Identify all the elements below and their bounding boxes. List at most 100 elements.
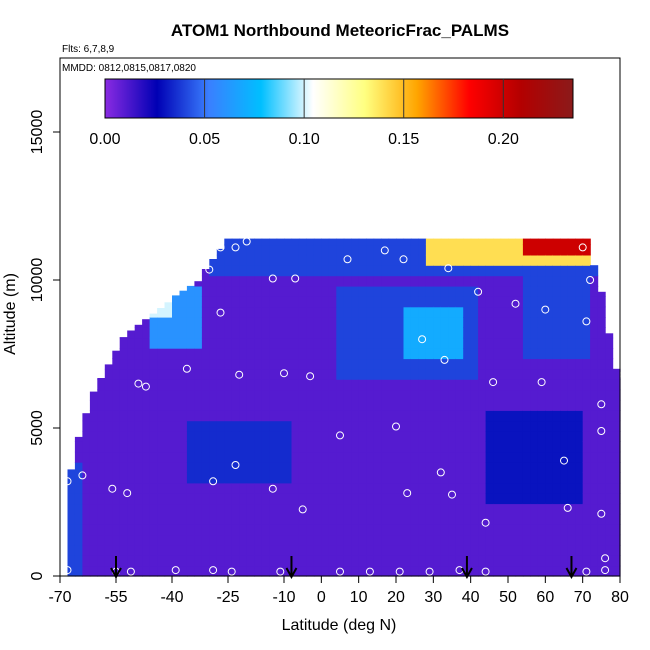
heat-cell (537, 420, 546, 432)
heat-cell (612, 379, 621, 391)
heat-cell (373, 358, 382, 370)
heat-cell (328, 306, 337, 318)
heat-cell (291, 285, 300, 297)
heat-cell (209, 306, 218, 318)
heat-cell (157, 410, 166, 422)
heat-cell (575, 306, 584, 318)
heat-cell (209, 420, 218, 432)
heat-cell (418, 482, 427, 494)
heat-cell (470, 441, 479, 453)
heat-cell (470, 431, 479, 442)
heat-cell (239, 285, 248, 297)
heat-cell (403, 513, 412, 525)
heat-cell (545, 431, 554, 442)
heat-cell (463, 462, 472, 473)
heat-cell (522, 441, 531, 453)
heat-cell (388, 451, 397, 463)
heat-cell (515, 420, 524, 432)
heat-cell (388, 296, 397, 308)
heat-cell (485, 420, 494, 432)
heat-cell (560, 399, 569, 411)
heat-cell (224, 275, 233, 287)
heat-cell (97, 431, 106, 442)
heat-cell (298, 555, 307, 567)
heat-cell (381, 534, 390, 546)
heat-cell (291, 238, 300, 246)
sample-point (171, 566, 180, 575)
heat-cell (560, 244, 569, 256)
heat-cell (605, 462, 614, 473)
heat-cell (119, 441, 128, 453)
heat-cell (410, 358, 419, 370)
heat-cell (448, 565, 457, 577)
heat-cell (418, 462, 427, 473)
heat-cell (508, 441, 517, 453)
heat-cell (246, 296, 255, 308)
heat-cell (403, 451, 412, 463)
heat-cell (366, 482, 375, 494)
heat-cell (149, 544, 158, 556)
heat-cell (396, 462, 405, 473)
heat-cell (530, 503, 539, 515)
heat-cell (134, 420, 143, 432)
heat-cell (164, 337, 173, 349)
colorbar-tick-label: 0.15 (388, 131, 419, 148)
heat-cell (134, 441, 143, 453)
heat-cell (493, 285, 502, 297)
heat-cell (157, 348, 166, 360)
heat-cell (313, 513, 322, 525)
heat-cell (455, 358, 464, 370)
heat-cell (455, 254, 464, 266)
heat-cell (336, 275, 345, 287)
heat-cell (194, 337, 203, 349)
heat-cell (522, 451, 531, 463)
heat-cell (186, 565, 195, 577)
heat-cell (358, 534, 367, 546)
heat-cell (560, 555, 569, 567)
heat-cell (164, 358, 173, 370)
heat-cell (231, 348, 240, 360)
heat-cell (455, 544, 464, 556)
heat-cell (493, 441, 502, 453)
heat-cell (410, 296, 419, 308)
heat-cell (567, 451, 576, 463)
sample-point (280, 369, 288, 378)
heat-cell (276, 379, 285, 391)
heat-cell (567, 503, 576, 515)
heat-cell (500, 399, 509, 411)
heat-cell (104, 503, 113, 515)
heat-cell (328, 420, 337, 432)
heat-cell (321, 254, 330, 266)
heat-cell (425, 431, 434, 442)
heat-cell (67, 565, 76, 577)
heat-cell (448, 524, 457, 536)
heat-cell (537, 513, 546, 525)
heat-cell (448, 368, 457, 380)
colorbar-tick-label: 0.20 (488, 131, 519, 148)
heat-cell (493, 410, 502, 422)
heat-cell (493, 503, 502, 515)
heat-cell (508, 565, 517, 577)
heat-cell (313, 285, 322, 297)
heat-cell (567, 254, 576, 266)
heat-cell (269, 513, 278, 525)
heat-cell (590, 503, 599, 515)
heat-cell (149, 368, 158, 380)
heat-cell (179, 399, 188, 411)
heat-cell (216, 296, 225, 308)
heat-cell (351, 534, 360, 546)
heat-cell (194, 410, 203, 422)
heat-cell (433, 238, 442, 246)
heat-cell (388, 555, 397, 567)
heat-cell (590, 358, 599, 370)
heat-cell (246, 254, 255, 266)
heat-cell (291, 431, 300, 442)
heat-cell (567, 358, 576, 370)
heat-cell (508, 524, 517, 536)
heat-cell (403, 327, 412, 339)
heat-cell (194, 555, 203, 567)
heat-cell (433, 482, 442, 494)
heat-cell (358, 254, 367, 266)
heat-cell (403, 462, 412, 473)
heat-cell (470, 275, 479, 287)
